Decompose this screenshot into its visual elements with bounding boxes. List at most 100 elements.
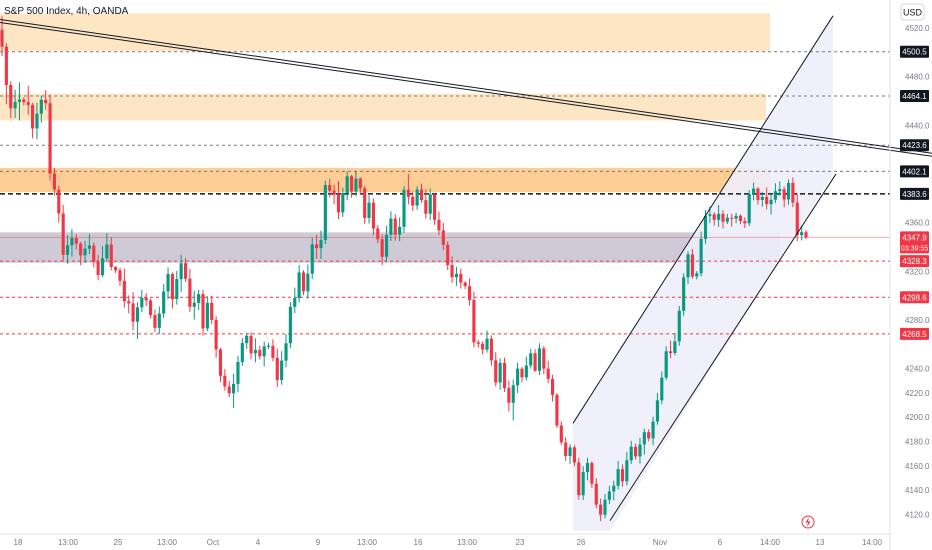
candle-100 xyxy=(437,211,441,236)
time-tick-label: 9 xyxy=(316,538,321,547)
candle-body xyxy=(232,383,236,394)
candle-152 xyxy=(664,346,668,381)
candle-124 xyxy=(542,346,546,375)
candle-body xyxy=(210,302,214,320)
candle-153 xyxy=(668,340,673,358)
candle-6 xyxy=(26,85,30,115)
candle-71 xyxy=(310,237,314,280)
candle-184 xyxy=(804,230,808,240)
candle-12 xyxy=(52,167,57,196)
candle-body xyxy=(411,196,415,206)
candle-body xyxy=(572,447,576,463)
candle-19 xyxy=(83,240,87,263)
candle-93 xyxy=(406,173,410,205)
symbol-label[interactable]: S&P 500 Index, 4h, OANDA xyxy=(4,6,129,17)
price-tick-label: 4120.0 xyxy=(905,511,930,520)
price-label-0: 4500.5 xyxy=(900,45,929,58)
candle-body xyxy=(319,240,323,249)
time-axis[interactable]: 18 13:00 25 13:00 Oct 4 9 13:00 16 13:00 23 26 Nov 6 1… xyxy=(14,538,883,547)
zone-1 xyxy=(0,93,766,121)
candle-44 xyxy=(192,290,196,320)
time-tick-label: 16 xyxy=(414,538,423,547)
candle-body xyxy=(135,307,140,322)
candle-56 xyxy=(245,332,249,349)
candle-body xyxy=(585,463,590,473)
candle-body xyxy=(227,386,231,394)
candle-132 xyxy=(577,457,581,500)
price-label-3: 4402.1 xyxy=(900,165,929,178)
candle-129 xyxy=(564,437,568,461)
candle-body xyxy=(725,217,729,222)
candle-140 xyxy=(612,480,616,501)
candle-63 xyxy=(275,348,279,387)
candle-10 xyxy=(44,90,48,110)
time-tick-label: 14:00 xyxy=(760,538,781,547)
candle-101 xyxy=(441,222,445,251)
candle-body xyxy=(293,298,297,307)
price-label-text: 4383.6 xyxy=(902,190,927,199)
candle-147 xyxy=(642,428,646,455)
candle-body xyxy=(13,101,17,109)
candle-39 xyxy=(170,272,174,309)
time-tick-label: 26 xyxy=(577,538,586,547)
candle-body xyxy=(74,238,78,244)
currency-button[interactable]: USD xyxy=(900,3,925,21)
candle-78 xyxy=(341,187,345,218)
lightning-button[interactable] xyxy=(801,515,815,529)
candle-body xyxy=(65,245,70,255)
candle-41 xyxy=(179,254,183,292)
candle-body xyxy=(730,217,734,219)
candle-body xyxy=(524,365,528,378)
price-label-box xyxy=(900,45,929,58)
candle-181 xyxy=(791,177,795,208)
time-tick-label: Nov xyxy=(653,538,667,547)
candle-67 xyxy=(293,287,297,314)
time-tick-label: 6 xyxy=(718,538,723,547)
candle-body xyxy=(550,378,555,395)
candle-146 xyxy=(638,437,642,464)
candle-body xyxy=(533,353,537,371)
candle-49 xyxy=(214,316,218,358)
candle-86 xyxy=(376,225,380,244)
candle-body xyxy=(760,196,764,200)
price-axis[interactable]: 4520.0 4480.0 4440.0 4360.0 4320.0 4280.0 4240… xyxy=(905,24,930,520)
descending-trendline-0 xyxy=(0,18,932,154)
candle-body xyxy=(625,460,629,482)
price-tick-label: 4200.0 xyxy=(905,413,930,422)
candle-169 xyxy=(738,214,743,225)
candle-body xyxy=(433,194,437,220)
price-label-8: 4268.5 xyxy=(900,327,929,340)
candle-body xyxy=(192,302,196,307)
candle-150 xyxy=(655,393,660,425)
candle-88 xyxy=(384,226,389,263)
candle-body xyxy=(542,348,546,369)
candle-body xyxy=(634,446,638,457)
candle-body xyxy=(494,360,498,383)
candle-body xyxy=(520,368,524,378)
candle-body xyxy=(511,385,515,403)
candle-172 xyxy=(751,182,756,201)
candle-body xyxy=(642,432,646,445)
candle-body xyxy=(310,244,314,274)
candle-90 xyxy=(393,214,397,241)
candle-body xyxy=(502,362,507,389)
candle-45 xyxy=(197,289,201,310)
price-tick-label: 4180.0 xyxy=(905,438,930,447)
price-tick-label: 4440.0 xyxy=(905,121,930,130)
candle-95 xyxy=(415,186,419,210)
candle-body xyxy=(612,485,616,492)
candle-55 xyxy=(240,338,244,366)
candle-102 xyxy=(446,241,450,271)
candle-164 xyxy=(717,204,721,227)
candle-body xyxy=(266,345,271,347)
candle-body xyxy=(638,444,642,457)
candle-body xyxy=(376,228,380,240)
candle-112 xyxy=(489,335,493,366)
candle-134 xyxy=(585,457,590,481)
candle-body xyxy=(424,200,428,214)
candle-106 xyxy=(463,281,467,290)
candle-123 xyxy=(537,343,542,376)
candle-163 xyxy=(712,212,716,226)
candle-body xyxy=(358,178,362,189)
